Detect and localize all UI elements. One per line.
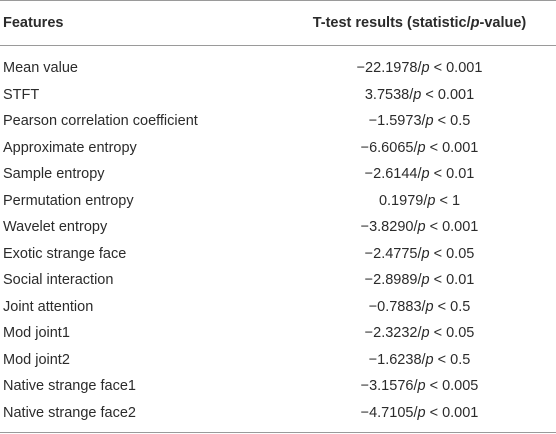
result-cell: −3.1576/p < 0.005 xyxy=(360,378,479,395)
table-body: Mean value −22.1978/p < 0.001 STFT 3.7538/p… xyxy=(0,46,556,433)
feature-cell: Native strange face2 xyxy=(3,404,136,421)
table-row: Approximate entropy −6.6065/p < 0.001 xyxy=(0,135,556,162)
result-cell: −2.8989/p < 0.01 xyxy=(364,272,475,289)
table-row: Sample entropy −2.6144/p < 0.01 xyxy=(0,161,556,188)
result-cell: −2.6144/p < 0.01 xyxy=(364,166,475,183)
feature-cell: Sample entropy xyxy=(3,166,105,183)
feature-cell: Mod joint1 xyxy=(3,325,70,342)
header-row: Features T-test results (statistic/p-val… xyxy=(0,0,556,46)
result-cell: −0.7883/p < 0.5 xyxy=(368,298,471,315)
table-row: Social interaction −2.8989/p < 0.01 xyxy=(0,267,556,294)
result-cell: −6.6065/p < 0.001 xyxy=(360,139,479,156)
feature-cell: Pearson correlation coefficient xyxy=(3,113,198,130)
feature-cell: Social interaction xyxy=(3,272,114,289)
table-row: Mod joint2 −1.6238/p < 0.5 xyxy=(0,347,556,374)
table-row: Permutation entropy 0.1979/p < 1 xyxy=(0,188,556,215)
feature-cell: STFT xyxy=(3,86,40,103)
feature-cell: Permutation entropy xyxy=(3,192,134,209)
feature-cell: Joint attention xyxy=(3,298,94,315)
result-cell: 0.1979/p < 1 xyxy=(378,192,461,209)
features-column-header: Features xyxy=(3,15,64,31)
table-row: Mod joint1 −2.3232/p < 0.05 xyxy=(0,320,556,347)
table-row: Wavelet entropy −3.8290/p < 0.001 xyxy=(0,214,556,241)
result-cell: −3.8290/p < 0.001 xyxy=(360,219,479,236)
table-row: Native strange face1 −3.1576/p < 0.005 xyxy=(0,373,556,400)
table-row: Mean value −22.1978/p < 0.001 xyxy=(0,46,556,82)
feature-cell: Mean value xyxy=(3,60,78,77)
feature-cell: Wavelet entropy xyxy=(3,219,108,236)
feature-cell: Exotic strange face xyxy=(3,245,127,262)
table-header: Features T-test results (statistic/p-val… xyxy=(0,0,556,46)
feature-cell: Approximate entropy xyxy=(3,139,137,156)
table-row: STFT 3.7538/p < 0.001 xyxy=(0,82,556,109)
result-cell: −2.4775/p < 0.05 xyxy=(364,245,475,262)
result-cell: −1.5973/p < 0.5 xyxy=(368,113,471,130)
result-cell: 3.7538/p < 0.001 xyxy=(364,86,475,103)
feature-cell: Mod joint2 xyxy=(3,351,70,368)
result-cell: −4.7105/p < 0.001 xyxy=(360,404,479,421)
table-row: Joint attention −0.7883/p < 0.5 xyxy=(0,294,556,321)
table-row: Pearson correlation coefficient −1.5973/p… xyxy=(0,108,556,135)
result-cell: −22.1978/p < 0.001 xyxy=(356,60,483,77)
results-column-header: T-test results (statistic/p-value) xyxy=(312,15,527,31)
feature-cell: Native strange face1 xyxy=(3,378,136,395)
result-cell: −1.6238/p < 0.5 xyxy=(368,351,471,368)
result-cell: −2.3232/p < 0.05 xyxy=(364,325,475,342)
table-row: Exotic strange face −2.4775/p < 0.05 xyxy=(0,241,556,268)
table-row: Native strange face2 −4.7105/p < 0.001 xyxy=(0,400,556,433)
